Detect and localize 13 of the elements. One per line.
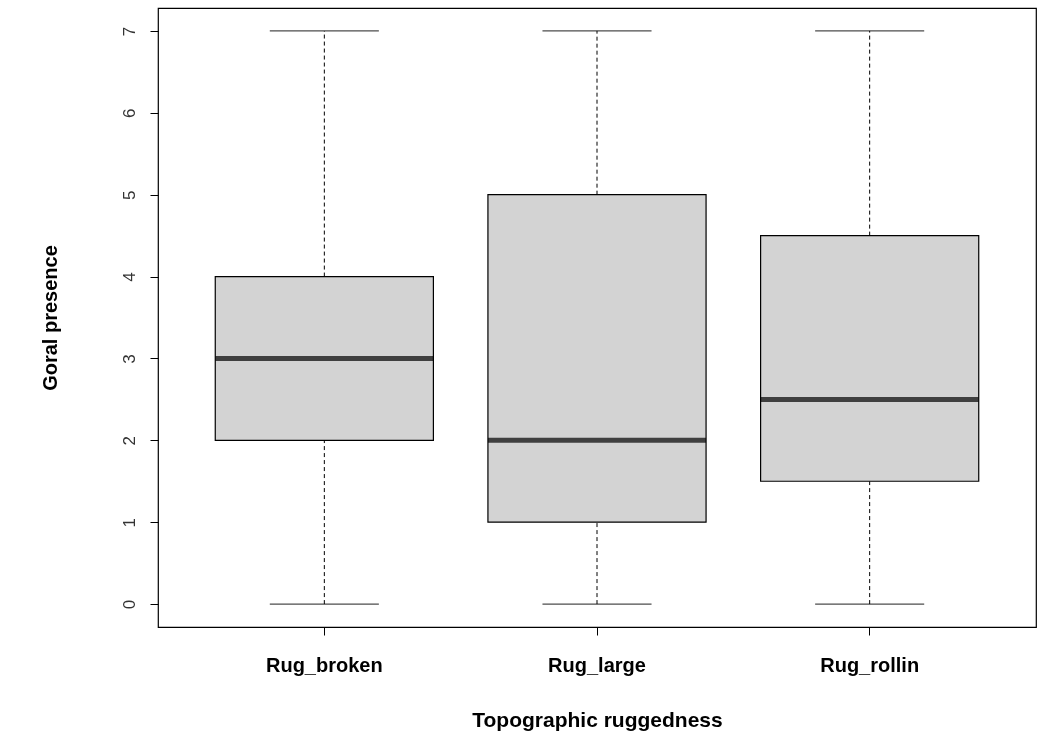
y-tick-label: 1 bbox=[119, 517, 139, 528]
y-tick-label: 7 bbox=[119, 26, 139, 37]
x-tick-label: Rug_large bbox=[548, 653, 646, 676]
x-tick-label: Rug_broken bbox=[265, 653, 383, 676]
y-tick-label: 2 bbox=[119, 436, 139, 446]
y-axis-title: Goral presence bbox=[38, 245, 61, 391]
x-axis-title: Topographic ruggedness bbox=[472, 707, 723, 731]
y-tick-label: 6 bbox=[119, 108, 139, 119]
x-tick-label: Rug_rollin bbox=[820, 653, 920, 676]
y-tick-label: 5 bbox=[119, 190, 139, 200]
y-tick-label: 3 bbox=[119, 354, 139, 364]
y-tick-label: 0 bbox=[119, 599, 139, 610]
y-tick-label: 4 bbox=[119, 272, 139, 282]
